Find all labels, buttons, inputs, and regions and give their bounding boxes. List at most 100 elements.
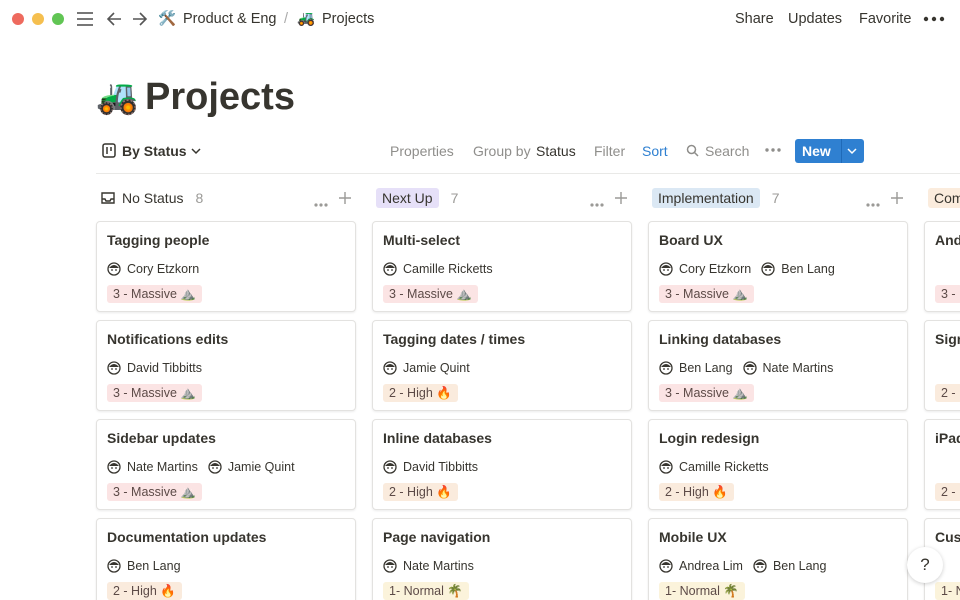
page-icon: 🚜 — [96, 78, 139, 116]
person: Camille Ricketts — [659, 459, 769, 475]
help-button[interactable]: ? — [907, 547, 943, 583]
person: Ben Lang — [107, 558, 181, 574]
avatar — [107, 559, 121, 573]
share-button[interactable]: Share — [735, 11, 774, 27]
column-header: Next Up 7 — [376, 188, 458, 208]
card[interactable]: Notifications edits David Tibbitts 3 - Mas… — [96, 320, 356, 411]
favorite-button[interactable]: Favorite — [859, 11, 912, 27]
more-button[interactable] — [922, 12, 946, 26]
person-name: Nate Martins — [762, 361, 834, 375]
priority-tag: 1- Normal 🌴 — [383, 582, 469, 600]
card-title: Cus — [935, 529, 960, 545]
person: Ben Lang — [753, 558, 827, 574]
avatar — [742, 361, 757, 375]
card-title: Documentation updates — [107, 529, 267, 545]
card[interactable]: Multi-select Camille Ricketts 3 - Massive … — [372, 221, 632, 312]
priority-tag: 3 - Massive ⛰️ — [107, 384, 202, 402]
avatar-icon — [383, 559, 397, 573]
card[interactable]: Sidebar updates Nate Martins Jamie Quint 3 … — [96, 419, 356, 510]
card-title: Notifications edits — [107, 331, 229, 347]
card[interactable]: iPad 2 - — [924, 419, 960, 510]
person-name: Ben Lang — [772, 559, 827, 573]
avatar — [753, 559, 767, 573]
view-chevron — [191, 148, 201, 155]
card[interactable]: Documentation updates Ben Lang 2 - High 🔥 — [96, 518, 356, 600]
breadcrumb-separator: / — [284, 11, 289, 27]
nav-arrows[interactable] — [104, 9, 150, 29]
avatar-icon — [659, 361, 673, 375]
group-by-button[interactable]: Group by — [473, 143, 531, 159]
card[interactable]: Sign 2 - — [924, 320, 960, 411]
avatar-icon — [659, 262, 673, 276]
person: Cory Etzkorn — [659, 261, 751, 277]
person-name: David Tibbitts — [127, 361, 203, 375]
group-field[interactable]: Status — [536, 143, 576, 159]
column-name[interactable]: No Status — [122, 190, 184, 206]
toolbar-more[interactable] — [764, 146, 782, 154]
avatar — [659, 460, 673, 474]
card[interactable]: Board UX Cory Etzkorn Ben Lang 3 - Massive … — [648, 221, 908, 312]
card[interactable]: And 3 - — [924, 221, 960, 312]
search-button[interactable]: Search — [705, 143, 750, 159]
person-name: Nate Martins — [403, 559, 474, 573]
person: Ben Lang — [761, 261, 835, 277]
avatar — [761, 262, 775, 276]
help-label[interactable]: ? — [920, 555, 930, 574]
priority-tag: 3 - Massive ⛰️ — [659, 285, 754, 303]
person-name: Cory Etzkorn — [127, 262, 200, 276]
card-title: Inline databases — [383, 430, 492, 446]
card[interactable]: Login redesign Camille Ricketts 2 - High 🔥 — [648, 419, 908, 510]
page-title: Projects — [145, 76, 295, 118]
card-title: Tagging dates / times — [383, 331, 526, 347]
column-name[interactable]: Next Up — [376, 188, 439, 208]
column-name[interactable]: Implementation — [652, 188, 760, 208]
card[interactable]: Tagging dates / times Jamie Quint 2 - High… — [372, 320, 632, 411]
person: Nate Martins — [383, 558, 474, 574]
card[interactable]: Mobile UX Andrea Lim Ben Lang 1- Normal 🌴 — [648, 518, 908, 600]
card-title: Multi-select — [383, 232, 461, 248]
person: Nate Martins — [107, 459, 198, 475]
avatar-icon — [107, 361, 121, 375]
new-chevron[interactable] — [846, 146, 858, 156]
priority-tag: 2 - — [935, 483, 960, 501]
column-add[interactable] — [338, 191, 352, 210]
updates-button[interactable]: Updates — [788, 11, 843, 27]
column-header: Com — [928, 188, 960, 208]
card[interactable]: Linking databases Ben Lang Nate Martins 3 -… — [648, 320, 908, 411]
person: Jamie Quint — [208, 459, 295, 475]
column-add[interactable] — [614, 191, 628, 210]
avatar — [383, 460, 397, 474]
card[interactable]: Page navigation Nate Martins 1- Normal 🌴 — [372, 518, 632, 600]
column-more[interactable] — [865, 195, 881, 213]
avatar — [383, 262, 397, 276]
person-name: Jamie Quint — [227, 460, 295, 474]
new-button[interactable]: New — [795, 139, 864, 163]
person-name: Jamie Quint — [403, 361, 470, 375]
avatar — [659, 262, 673, 276]
person: Andrea Lim — [659, 558, 743, 574]
breadcrumb[interactable]: Projects — [322, 11, 375, 27]
new-label[interactable]: New — [802, 143, 831, 159]
window-controls — [12, 12, 93, 26]
card-title: Linking databases — [659, 331, 782, 347]
card[interactable]: Inline databases David Tibbitts 2 - High 🔥 — [372, 419, 632, 510]
breadcrumb-icon: 🛠️ — [158, 11, 177, 27]
avatar — [659, 361, 673, 375]
column-name[interactable]: Com — [928, 188, 960, 208]
person-name: Cory Etzkorn — [679, 262, 752, 276]
column-more[interactable] — [589, 195, 605, 213]
person: David Tibbitts — [383, 459, 478, 475]
avatar-icon — [742, 361, 757, 375]
priority-tag: 3 - Massive ⛰️ — [383, 285, 478, 303]
avatar — [107, 262, 121, 276]
avatar — [107, 460, 121, 474]
filter-button[interactable]: Filter — [594, 143, 626, 159]
person-name: Camille Ricketts — [679, 460, 769, 474]
breadcrumb[interactable]: Product & Eng — [183, 11, 277, 27]
card[interactable]: Tagging people Cory Etzkorn 3 - Massive ⛰️ — [96, 221, 356, 312]
view-selector[interactable]: By Status — [122, 143, 187, 159]
properties-button[interactable]: Properties — [390, 143, 454, 159]
sort-button[interactable]: Sort — [642, 143, 668, 159]
column-add[interactable] — [890, 191, 904, 210]
column-more[interactable] — [313, 195, 329, 213]
